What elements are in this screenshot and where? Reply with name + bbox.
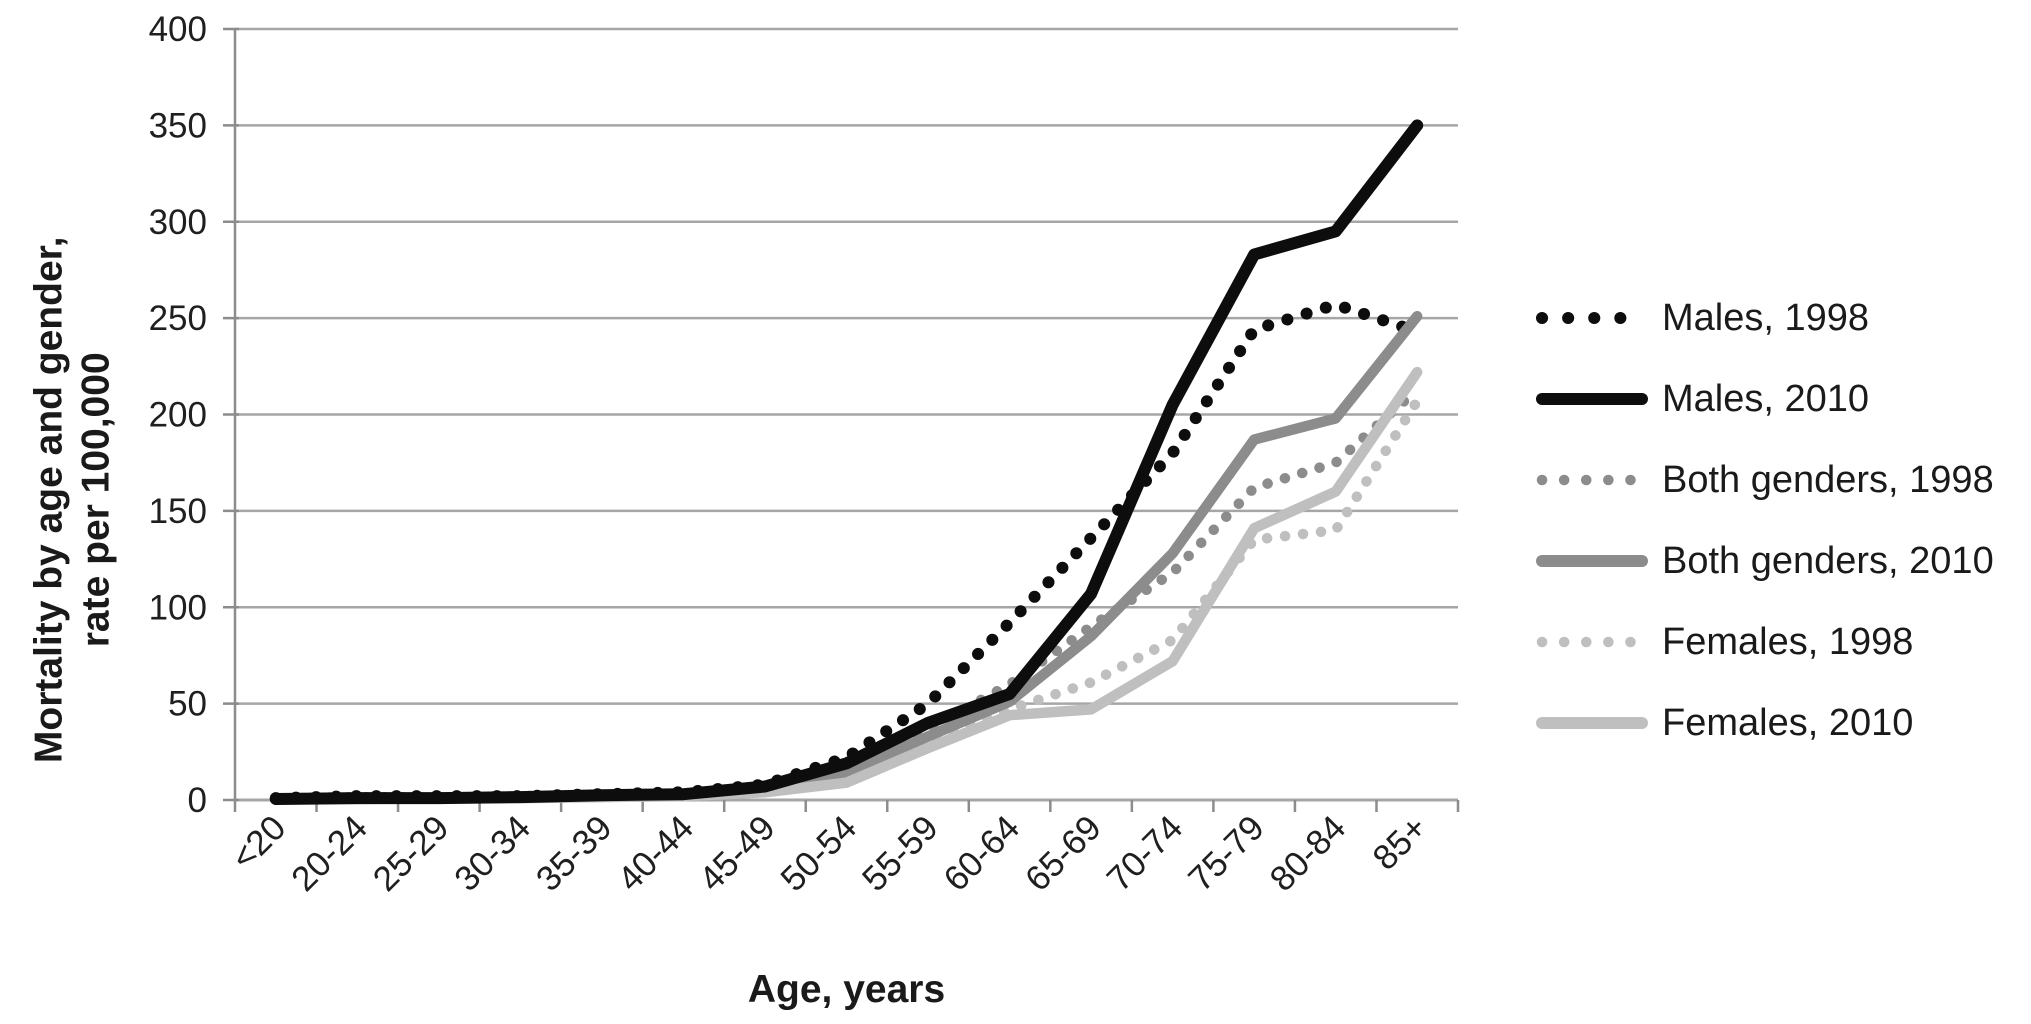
y-tick-label: 200 — [149, 396, 207, 435]
y-tick-label: 100 — [149, 588, 207, 627]
series-line-both-genders-1998 — [270, 384, 1423, 804]
x-tick-label: 45-49 — [692, 808, 783, 899]
legend-item-both-2010: Both genders, 2010 — [1536, 539, 1994, 583]
chart-legend: Males, 1998 Males, 2010 Both genders, 19… — [1536, 0, 2031, 1024]
y-tick-label: 250 — [149, 299, 207, 338]
solid-line-marker-icon — [1536, 393, 1648, 405]
x-tick-label: 70-74 — [1099, 808, 1190, 899]
x-tick-label: 30-34 — [447, 808, 538, 899]
legend-item-males-2010: Males, 2010 — [1536, 377, 1869, 421]
y-tick-label: 400 — [149, 10, 207, 49]
x-tick-label: 20-24 — [284, 808, 375, 899]
y-tick-label: 0 — [188, 781, 207, 820]
y-tick-label: 50 — [168, 685, 207, 724]
x-tick-label: 35-39 — [529, 808, 620, 899]
solid-line-marker-icon — [1536, 555, 1648, 567]
series-line-males-2010 — [269, 119, 1424, 805]
y-axis-title-line1: Mortality by age and gender, — [27, 236, 71, 764]
x-tick-label: 80-84 — [1262, 808, 1353, 899]
y-axis-title: Mortality by age and gender, rate per 10… — [26, 237, 120, 764]
y-axis-title-wrap: Mortality by age and gender, rate per 10… — [18, 120, 128, 880]
legend-label: Males, 2010 — [1662, 377, 1870, 420]
y-tick-label: 300 — [149, 203, 207, 242]
x-axis-title: Age, years — [747, 968, 946, 1011]
x-tick-label: 75-79 — [1181, 808, 1272, 899]
legend-label: Both genders, 2010 — [1662, 539, 1994, 582]
series-line-females-1998 — [270, 395, 1423, 804]
series-line-both-genders-2010 — [270, 310, 1423, 805]
y-tick-label: 150 — [149, 492, 207, 531]
dotted-line-marker-icon — [1536, 474, 1648, 486]
solid-line-marker-icon — [1536, 717, 1648, 729]
x-tick-label: 60-64 — [936, 808, 1027, 899]
dotted-line-marker-icon — [1536, 636, 1648, 648]
legend-item-females-1998: Females, 1998 — [1536, 620, 1913, 664]
y-tick-label: 350 — [149, 106, 207, 145]
x-tick-label: 40-44 — [610, 808, 701, 899]
legend-item-females-2010: Females, 2010 — [1536, 701, 1913, 745]
legend-label: Both genders, 1998 — [1662, 458, 1994, 501]
x-tick-label: 25-29 — [366, 808, 457, 899]
x-tick-label: 85+ — [1365, 808, 1435, 878]
dotted-line-marker-icon — [1536, 312, 1648, 324]
y-axis-title-line2: rate per 100,000 — [74, 352, 117, 648]
legend-item-both-1998: Both genders, 1998 — [1536, 458, 1994, 502]
legend-label: Males, 1998 — [1662, 296, 1870, 339]
legend-item-males-1998: Males, 1998 — [1536, 296, 1869, 340]
x-tick-label: 55-59 — [855, 808, 946, 899]
series-line-males-1998 — [269, 298, 1424, 805]
legend-label: Females, 1998 — [1662, 620, 1914, 663]
series-line-females-2010 — [270, 366, 1423, 805]
x-tick-label: 50-54 — [773, 808, 864, 899]
x-tick-label: <20 — [224, 808, 294, 878]
x-tick-label: 65-69 — [1018, 808, 1109, 899]
legend-label: Females, 2010 — [1662, 701, 1914, 744]
